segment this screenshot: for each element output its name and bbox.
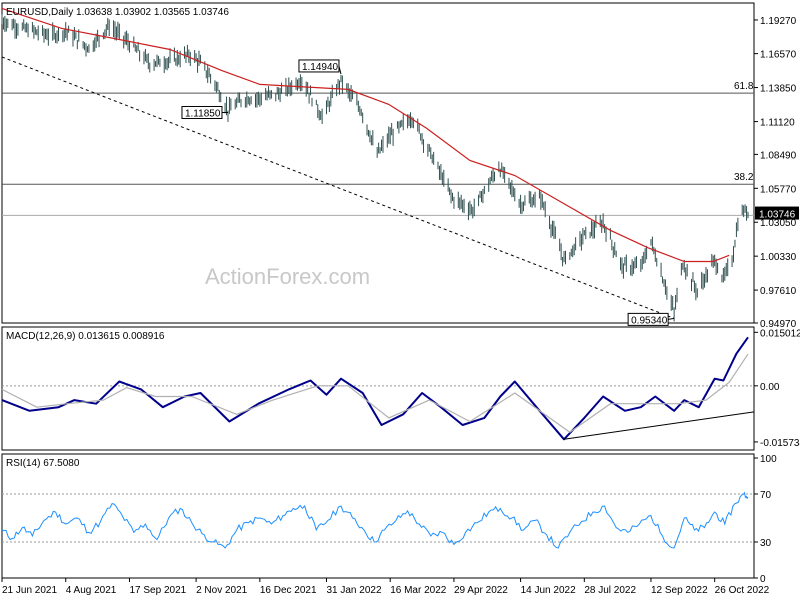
annotation-label: 0.95340 (631, 315, 668, 326)
macd-ytick-label: 0.00 (760, 382, 780, 393)
macd-layer: 0.015012 0.00 -0.015734 (1, 328, 800, 449)
watermark: ActionForex.com (205, 264, 370, 289)
xtick-label: 16 Dec 2021 (260, 585, 317, 596)
price-ytick-label: 1.05770 (760, 184, 797, 195)
macd-header: MACD(12,26,9) 0.013615 0.008916 (6, 331, 165, 342)
panel-frames (1, 2, 755, 579)
macd-panel-frame (1, 326, 755, 451)
macd-ytick-label: 0.015012 (760, 328, 800, 339)
annotation-label: 1.14940 (302, 62, 339, 73)
xtick-label: 26 Oct 2022 (715, 585, 770, 596)
xtick-label: 14 Jun 2022 (521, 585, 576, 596)
macd-trendline (563, 411, 755, 440)
price-trendline (1, 56, 675, 319)
xtick-label: 28 Jul 2022 (584, 585, 636, 596)
price-ytick-label: 1.11120 (760, 118, 795, 129)
rsi-line (1, 491, 749, 549)
price-ytick-label: 0.94970 (760, 319, 797, 330)
xtick-label: 21 Jun 2021 (2, 585, 57, 596)
price-ytick-label: 1.19270 (760, 16, 797, 27)
xtick-label: 16 Mar 2022 (390, 585, 447, 596)
xtick-label: 29 Apr 2022 (454, 585, 508, 596)
fib-level-label: 38.2 (734, 172, 754, 183)
macd-signal-line (1, 353, 749, 433)
annotation-pointer (338, 65, 342, 75)
xtick-label: 4 Aug 2021 (66, 585, 117, 596)
xtick-label: 17 Sep 2021 (129, 585, 186, 596)
current-price-label: 1.03746 (759, 210, 796, 221)
macd-ytick-label: -0.015734 (760, 438, 800, 449)
price-ytick-label: 0.97610 (760, 286, 797, 297)
moving-average-line (1, 7, 730, 263)
price-panel-frame (1, 2, 755, 324)
rsi-ytick-label: 30 (760, 538, 772, 549)
xtick-label: 31 Jan 2022 (326, 585, 381, 596)
annotation-label: 1.11850 (185, 108, 221, 119)
rsi-header: RSI(14) 67.5080 (6, 458, 80, 469)
price-layer: 1.19270 1.16570 1.13850 1.11120 1.08490 1.057… (1, 7, 799, 330)
price-ytick-label: 1.00330 (760, 252, 797, 263)
rsi-ytick-label: 100 (760, 454, 777, 465)
x-axis: 21 Jun 2021 4 Aug 2021 17 Sep 2021 2 Nov 20… (1, 578, 770, 596)
price-ytick-label: 1.16570 (760, 50, 797, 61)
rsi-ytick-label: 70 (760, 490, 772, 501)
price-ytick-label: 1.08490 (760, 150, 797, 161)
xtick-label: 12 Sep 2022 (651, 585, 708, 596)
rsi-ytick-label: 0 (760, 574, 766, 585)
rsi-panel-frame (1, 453, 755, 579)
xtick-label: 2 Nov 2021 (196, 585, 248, 596)
price-ytick-label: 1.03050 (760, 218, 797, 229)
price-ytick-label: 1.13850 (760, 84, 797, 95)
rsi-layer: 100 70 30 0 (1, 454, 777, 585)
price-header: EURUSD,Daily 1.03638 1.03902 1.03565 1.0… (6, 7, 229, 18)
macd-line (1, 336, 749, 441)
current-price-tag (755, 206, 799, 220)
annotation-pointer (668, 317, 675, 320)
fib-level-label: 61.8 (734, 81, 754, 92)
